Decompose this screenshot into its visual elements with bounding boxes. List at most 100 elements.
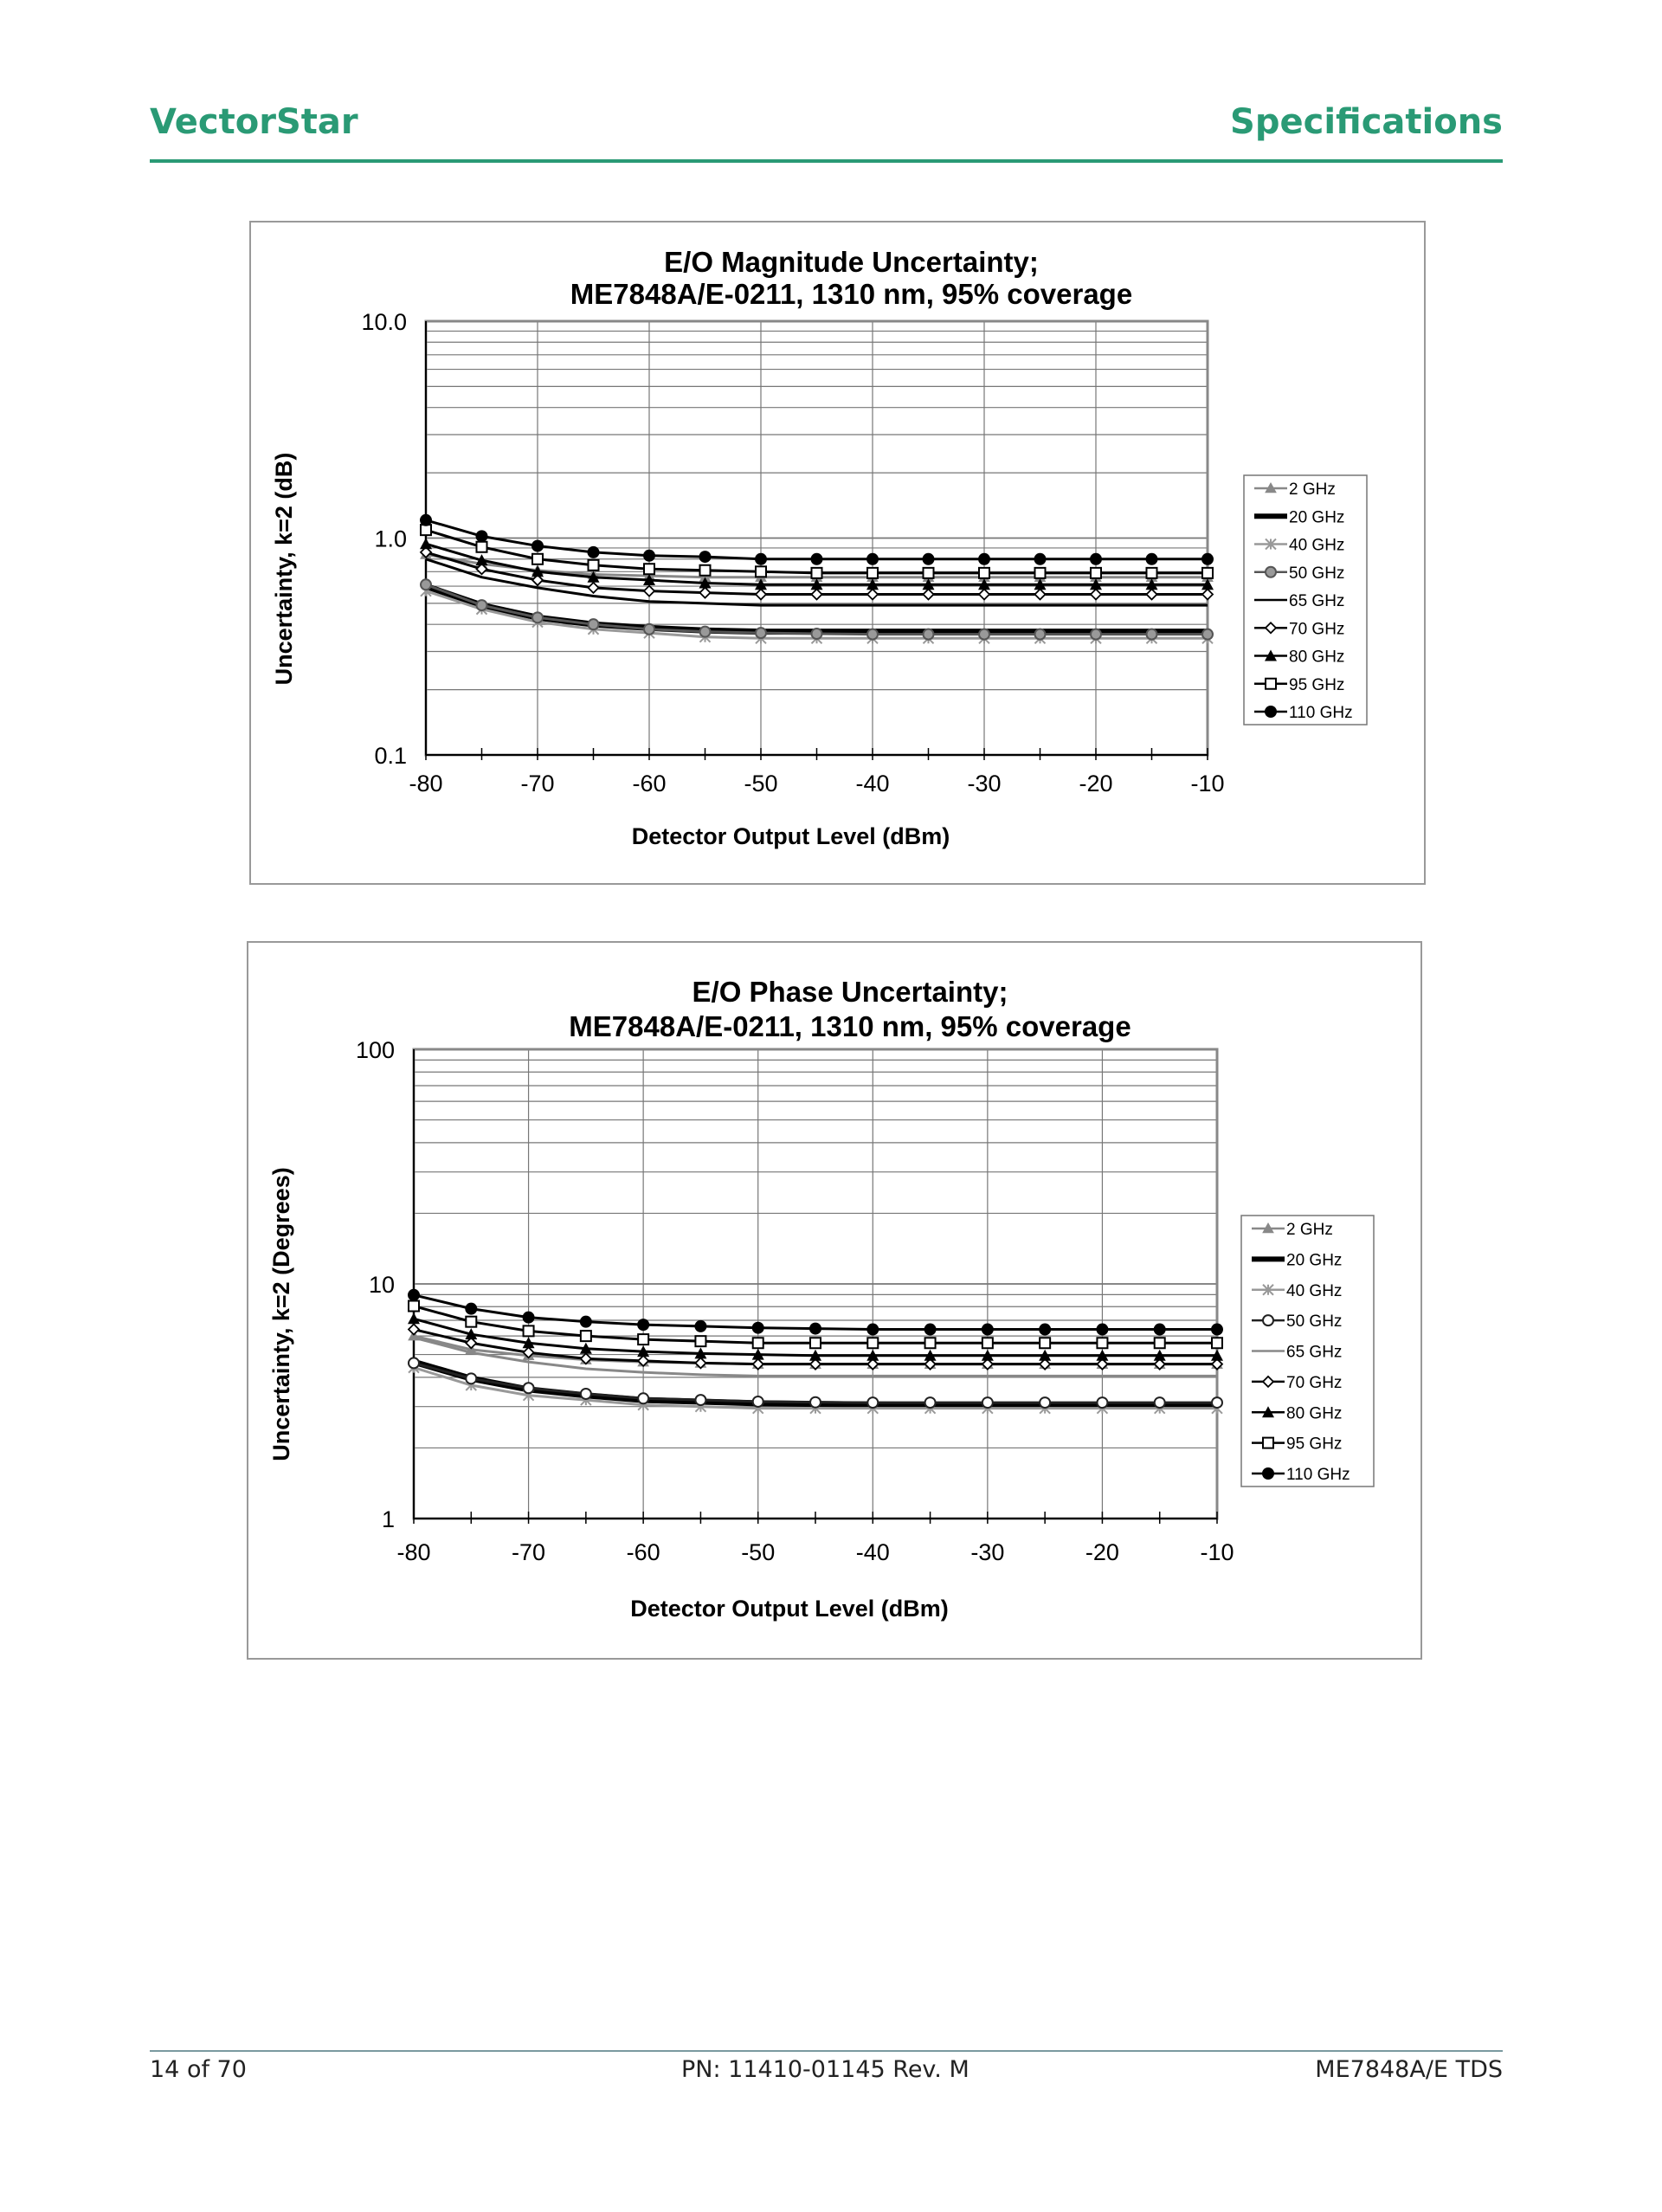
data-point xyxy=(1096,1358,1109,1370)
series-80-ghz xyxy=(420,538,1214,590)
legend-label: 70 GHz xyxy=(1289,620,1344,638)
legend-label: 80 GHz xyxy=(1289,648,1344,667)
legend-marker xyxy=(1262,1314,1274,1327)
data-point xyxy=(751,1395,764,1408)
legend-label: 80 GHz xyxy=(1286,1404,1342,1422)
data-point xyxy=(1090,628,1102,641)
legend-label: 20 GHz xyxy=(1289,508,1344,526)
legend-label: 40 GHz xyxy=(1289,537,1344,555)
legend-item: 110 GHz xyxy=(1252,1466,1350,1484)
y-axis-label: Uncertainty, k=2 (dB) xyxy=(271,453,297,686)
data-point xyxy=(1090,552,1102,565)
data-point xyxy=(579,1387,592,1400)
legend-label: 70 GHz xyxy=(1286,1374,1342,1392)
legend-marker xyxy=(1262,1284,1274,1296)
chart-subtitle: ME7848A/E-0211, 1310 nm, 95% coverage xyxy=(570,278,1132,310)
data-point xyxy=(981,1396,994,1409)
chart-title: E/O Phase Uncertainty; xyxy=(692,976,1008,1008)
data-point xyxy=(1096,1323,1109,1336)
x-tick-label: -70 xyxy=(520,771,554,796)
data-point xyxy=(420,578,432,591)
x-tick-label: -20 xyxy=(1079,771,1112,796)
data-point xyxy=(866,588,879,601)
data-point xyxy=(407,1323,421,1336)
data-point xyxy=(419,545,433,559)
series-line xyxy=(425,528,1208,575)
data-point xyxy=(1153,1323,1166,1336)
phase-uncertainty-chart: E/O Phase Uncertainty; ME7848A/E-0211, 13… xyxy=(247,941,1422,1660)
series-50-ghz xyxy=(408,1357,1223,1409)
data-point xyxy=(643,563,655,576)
data-point xyxy=(637,1333,650,1346)
x-tick-label: -50 xyxy=(744,771,777,796)
legend-item: 95 GHz xyxy=(1254,676,1344,694)
data-point xyxy=(809,1337,821,1350)
data-point xyxy=(1039,1323,1052,1336)
data-point xyxy=(636,1354,650,1368)
legend: 2 GHz 20 GHz 40 GHz 50 GHz 65 GHz 70 GHz 80 GH… xyxy=(1243,474,1368,726)
data-point xyxy=(1039,1349,1052,1361)
legend-label: 40 GHz xyxy=(1286,1282,1342,1300)
data-point xyxy=(810,628,823,641)
data-point xyxy=(754,588,768,601)
data-point xyxy=(522,1345,535,1359)
legend-item: 40 GHz xyxy=(1254,537,1344,555)
data-point xyxy=(637,1319,650,1332)
series-95-ghz xyxy=(408,1299,1223,1350)
data-point xyxy=(465,1372,478,1385)
data-point xyxy=(1096,1337,1109,1350)
data-point xyxy=(1034,578,1047,590)
legend-marker xyxy=(1262,1436,1274,1449)
data-point xyxy=(866,566,879,579)
data-point xyxy=(1211,1337,1223,1350)
legend-item: 65 GHz xyxy=(1254,592,1344,610)
data-point xyxy=(922,588,935,601)
data-point xyxy=(751,1337,764,1350)
data-point xyxy=(579,1315,592,1328)
data-point xyxy=(866,628,879,641)
data-point xyxy=(694,1319,707,1332)
y-tick-label: 1.0 xyxy=(374,526,407,552)
data-point xyxy=(643,574,655,586)
footer-page-number: 14 of 70 xyxy=(150,2056,247,2083)
data-point xyxy=(475,562,488,576)
data-point xyxy=(1211,1349,1223,1361)
legend-label: 20 GHz xyxy=(1286,1251,1342,1269)
data-point xyxy=(1201,552,1214,565)
footer-part-number: PN: 11410-01145 Rev. M xyxy=(681,2056,970,2083)
data-point xyxy=(522,1311,535,1324)
data-point xyxy=(1145,552,1158,565)
x-axis-label: Detector Output Level (dBm) xyxy=(632,823,950,849)
series-50-ghz xyxy=(420,578,1214,641)
x-tick-label: -10 xyxy=(1190,771,1224,796)
legend-item: 50 GHz xyxy=(1254,564,1344,583)
x-tick-label: -80 xyxy=(396,1539,430,1565)
data-point xyxy=(475,599,488,612)
legend-marker xyxy=(1262,1222,1274,1234)
series-110-ghz xyxy=(420,513,1214,565)
x-tick-label: -40 xyxy=(855,771,889,796)
header-product-name: VectorStar xyxy=(150,102,358,142)
legend-marker xyxy=(1265,481,1277,493)
data-point xyxy=(699,564,712,577)
legend-label: 50 GHz xyxy=(1289,564,1344,583)
data-point xyxy=(1153,1349,1166,1361)
legend-label: 65 GHz xyxy=(1289,592,1344,610)
data-point xyxy=(694,1357,707,1370)
y-tick-label: 100 xyxy=(356,1037,395,1063)
footer-divider xyxy=(150,2050,1503,2052)
data-point xyxy=(1090,566,1102,579)
data-point xyxy=(866,552,879,565)
x-tick-label: -50 xyxy=(741,1539,775,1565)
data-point xyxy=(1145,588,1158,601)
footer-doc-name: ME7848A/E TDS xyxy=(1315,2056,1503,2083)
data-point xyxy=(522,1325,535,1338)
data-point xyxy=(755,565,767,578)
data-point xyxy=(924,1323,937,1336)
legend-label: 65 GHz xyxy=(1286,1344,1342,1362)
legend-item: 70 GHz xyxy=(1252,1374,1342,1392)
data-point xyxy=(465,1315,478,1328)
data-point xyxy=(1089,588,1103,601)
data-point xyxy=(981,1323,994,1336)
data-point xyxy=(866,1349,879,1361)
